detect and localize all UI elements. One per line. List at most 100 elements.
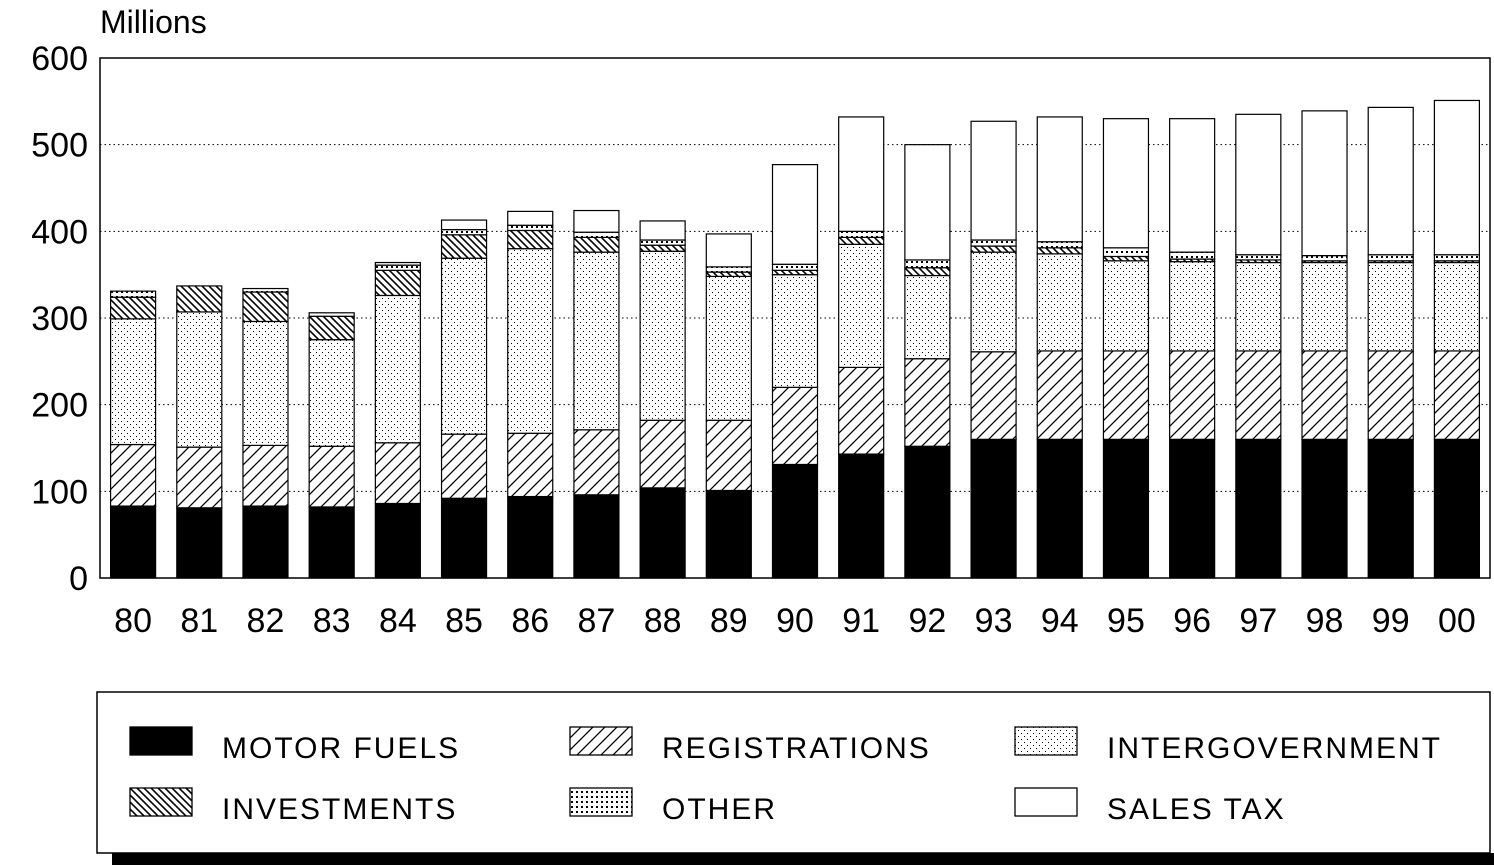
bar-segment-registrations-86: [507, 432, 554, 498]
bar-segment-intergovernment-85: [440, 257, 488, 435]
bar-segment-other-91: [838, 230, 885, 238]
bar-segment-intergovernment-90: [771, 274, 819, 388]
bar-segment-registrations-91: [838, 366, 885, 455]
y-tick-label: 400: [31, 213, 88, 251]
bar-segment-registrations-83: [308, 445, 355, 508]
bar-segment-registrations-92: [904, 358, 951, 447]
bar-segment-other-89: [705, 266, 752, 273]
bar-segment-intergovernment-81: [176, 311, 223, 448]
bar-segment-motor-fuels-86: [507, 495, 554, 579]
plot-frame: [99, 57, 1491, 579]
bar-segment-other-86: [507, 224, 554, 232]
bar-segment-motor-fuels-89: [705, 489, 752, 579]
bar-segment-registrations-85: [440, 433, 488, 499]
bar-segment-investments-83: [308, 315, 355, 341]
bar-segment-registrations-84: [374, 442, 421, 505]
bar-segment-sales-tax-95: [1102, 118, 1150, 249]
bar-segment-sales-tax-86: [507, 210, 554, 226]
bar-segment-sales-tax-00: [1433, 99, 1481, 256]
bar-segment-sales-tax-89: [705, 233, 752, 268]
bar-segment-other-88: [639, 239, 686, 246]
bar-segment-investments-86: [507, 229, 554, 250]
legend-swatch-investments: [129, 787, 193, 817]
x-tick-label: 84: [379, 602, 417, 640]
bar-segment-sales-tax-85: [440, 219, 488, 231]
bar-segment-investments-81: [176, 285, 223, 313]
x-tick-label: 96: [1173, 602, 1211, 640]
bar-segment-investments-80: [109, 296, 157, 320]
bar-segment-sales-tax-99: [1367, 106, 1414, 256]
legend: MOTOR FUELS REGISTRATIONS INTERGOVERNMENT I…: [96, 691, 1491, 854]
bar-segment-motor-fuels-93: [970, 438, 1017, 579]
bar-segment-other-90: [771, 263, 819, 271]
x-tick-label: 93: [975, 602, 1013, 640]
bar-segment-investments-85: [440, 234, 488, 259]
bar-segment-investments-95: [1102, 255, 1150, 262]
bar-segment-other-96: [1169, 251, 1216, 260]
x-tick-label: 85: [445, 602, 483, 640]
bar-segment-motor-fuels-87: [573, 494, 620, 579]
legend-label-motor-fuels: MOTOR FUELS: [222, 732, 460, 765]
legend-swatch-sales-tax: [1014, 787, 1078, 817]
bar-segment-motor-fuels-83: [308, 506, 355, 579]
x-tick-label: 81: [180, 602, 218, 640]
bar-segment-intergovernment-84: [374, 294, 421, 444]
bar-segment-motor-fuels-82: [242, 505, 289, 579]
legend-box: [96, 691, 1491, 854]
x-tick-label: 00: [1438, 602, 1476, 640]
x-tick-label: 88: [644, 602, 682, 640]
bar-segment-registrations-82: [242, 444, 289, 507]
y-tick-label: 100: [31, 473, 88, 511]
bar-segment-intergovernment-93: [970, 251, 1017, 353]
bar-segment-investments-90: [771, 269, 819, 276]
bar-segment-investments-94: [1036, 247, 1083, 255]
bar-segment-intergovernment-86: [507, 248, 554, 434]
bar-segment-registrations-97: [1235, 350, 1282, 440]
bar-segment-investments-87: [573, 236, 620, 253]
bar-segment-other-98: [1301, 255, 1348, 262]
legend-swatch-other: [569, 787, 633, 817]
bar-segment-sales-tax-93: [970, 120, 1017, 241]
bar-segment-motor-fuels-94: [1036, 438, 1083, 579]
x-tick-label: 98: [1306, 602, 1344, 640]
bar-segment-motor-fuels-98: [1301, 438, 1348, 579]
bar-segment-investments-88: [639, 244, 686, 252]
y-tick-labels: 0 100 200 300 400 500 600: [31, 40, 88, 598]
bar-segment-investments-91: [838, 236, 885, 245]
bar-segment-investments-82: [242, 291, 289, 323]
bar-segment-intergovernment-99: [1367, 261, 1414, 352]
bar-segment-registrations-93: [970, 351, 1017, 440]
bar-segment-other-99: [1367, 254, 1414, 262]
bar-segment-investments-92: [904, 267, 951, 277]
bar-segment-sales-tax-88: [639, 220, 686, 241]
bar-segment-sales-tax-90: [771, 164, 819, 265]
bar-segment-intergovernment-80: [109, 318, 157, 446]
y-tick-label: 300: [31, 300, 88, 338]
bar-segment-motor-fuels-85: [440, 497, 488, 579]
y-tick-label: 600: [31, 40, 88, 78]
legend-swatch-motor-fuels: [129, 726, 193, 756]
bar-segment-other-80: [109, 290, 157, 298]
bar-segment-registrations-99: [1367, 350, 1414, 440]
x-tick-label: 91: [842, 602, 880, 640]
bar-segment-sales-tax-94: [1036, 116, 1083, 243]
bar-segment-intergovernment-91: [838, 243, 885, 368]
legend-label-registrations: REGISTRATIONS: [662, 732, 931, 765]
bar-segment-motor-fuels-81: [176, 507, 223, 579]
bar-segment-intergovernment-94: [1036, 253, 1083, 352]
bar-segment-intergovernment-97: [1235, 261, 1282, 352]
x-tick-labels: 80 81 82 83 84 85 86 87 88 89 90 91 92 93 94 95 96 97 98 99…: [114, 602, 1476, 640]
bar-segment-motor-fuels-00: [1433, 438, 1481, 579]
bar-segment-registrations-89: [705, 419, 752, 492]
bar-segment-motor-fuels-90: [771, 463, 819, 579]
bar-segment-intergovernment-95: [1102, 260, 1150, 352]
bar-segment-sales-tax-91: [838, 116, 885, 232]
bar-segment-sales-tax-92: [904, 144, 951, 261]
bar-segment-registrations-80: [109, 443, 157, 507]
bar-segment-sales-tax-97: [1235, 113, 1282, 256]
bar-segment-motor-fuels-80: [109, 505, 157, 579]
bar-segment-sales-tax-98: [1301, 110, 1348, 257]
legend-label-sales-tax: SALES TAX: [1107, 793, 1286, 826]
bar-segment-other-00: [1433, 254, 1481, 262]
y-tick-label: 500: [31, 127, 88, 165]
